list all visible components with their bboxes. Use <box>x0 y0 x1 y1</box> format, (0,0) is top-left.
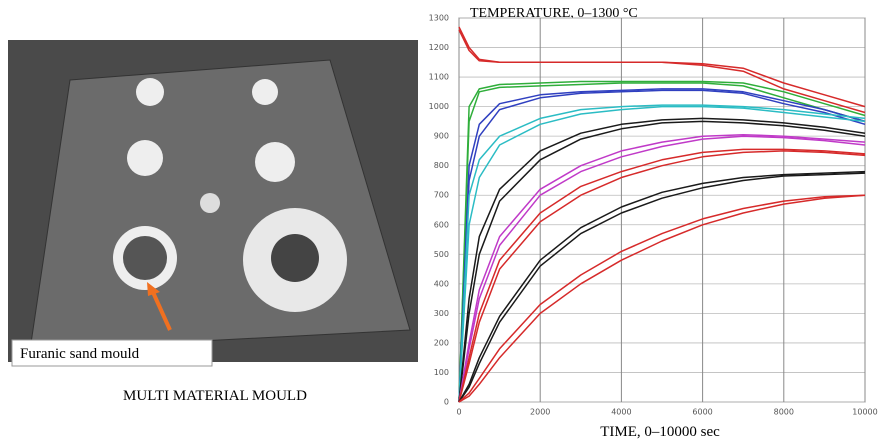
x-tick-label: 0 <box>456 408 461 417</box>
x-tick-label: 4000 <box>611 408 631 417</box>
y-tick-label: 1200 <box>429 43 449 52</box>
series-line <box>458 120 866 403</box>
series-line <box>458 82 866 403</box>
y-tick-label: 400 <box>434 279 449 288</box>
series-line <box>458 194 866 403</box>
hole <box>271 234 319 282</box>
y-tick-label: 1100 <box>429 73 449 82</box>
hole <box>123 236 167 280</box>
x-axis-label: TIME, 0–10000 sec <box>600 424 720 440</box>
chart-title: TEMPERATURE, 0–1300 °C <box>470 6 638 21</box>
annotation: Furanic sand mould <box>20 346 140 362</box>
series-line <box>458 133 866 403</box>
caption: MULTI MATERIAL MOULD <box>123 388 307 404</box>
series-line <box>458 80 866 403</box>
y-tick-label: 900 <box>434 132 449 141</box>
insert <box>255 142 295 182</box>
arrow <box>150 289 172 331</box>
plot-area <box>458 17 866 403</box>
y-tick-label: 300 <box>434 309 449 318</box>
series-line <box>458 172 866 403</box>
y-tick-label: 600 <box>434 220 449 229</box>
series-line <box>458 29 866 114</box>
arrow-head <box>147 282 160 296</box>
series-line <box>458 170 866 403</box>
y-tick-label: 500 <box>434 250 449 259</box>
insert <box>136 78 164 106</box>
series-line <box>458 194 866 403</box>
x-tick-label: 8000 <box>774 408 794 417</box>
y-tick-label: 1300 <box>429 14 449 23</box>
series-line <box>458 150 866 403</box>
insert <box>252 79 278 105</box>
x-tick-label: 2000 <box>530 408 550 417</box>
label-box <box>11 339 213 367</box>
series-line <box>458 104 866 403</box>
series-line <box>458 88 866 403</box>
y-tick-label: 0 <box>444 398 449 407</box>
insert <box>200 193 220 213</box>
y-tick-label: 100 <box>434 368 449 377</box>
x-tick-label: 10000 <box>852 408 877 417</box>
y-tick-label: 800 <box>434 161 449 170</box>
series-line <box>458 148 866 403</box>
y-tick-label: 1000 <box>429 102 449 111</box>
insert <box>127 140 163 176</box>
x-tick-label: 6000 <box>692 408 712 417</box>
series-line <box>458 135 866 403</box>
y-tick-label: 200 <box>434 338 449 347</box>
series-line <box>458 117 866 403</box>
photo: Furanic sand mould MULTI MATERIAL MOULD <box>8 40 418 404</box>
series-line <box>458 105 866 403</box>
y-tick-label: 700 <box>434 191 449 200</box>
series-line <box>458 89 866 403</box>
